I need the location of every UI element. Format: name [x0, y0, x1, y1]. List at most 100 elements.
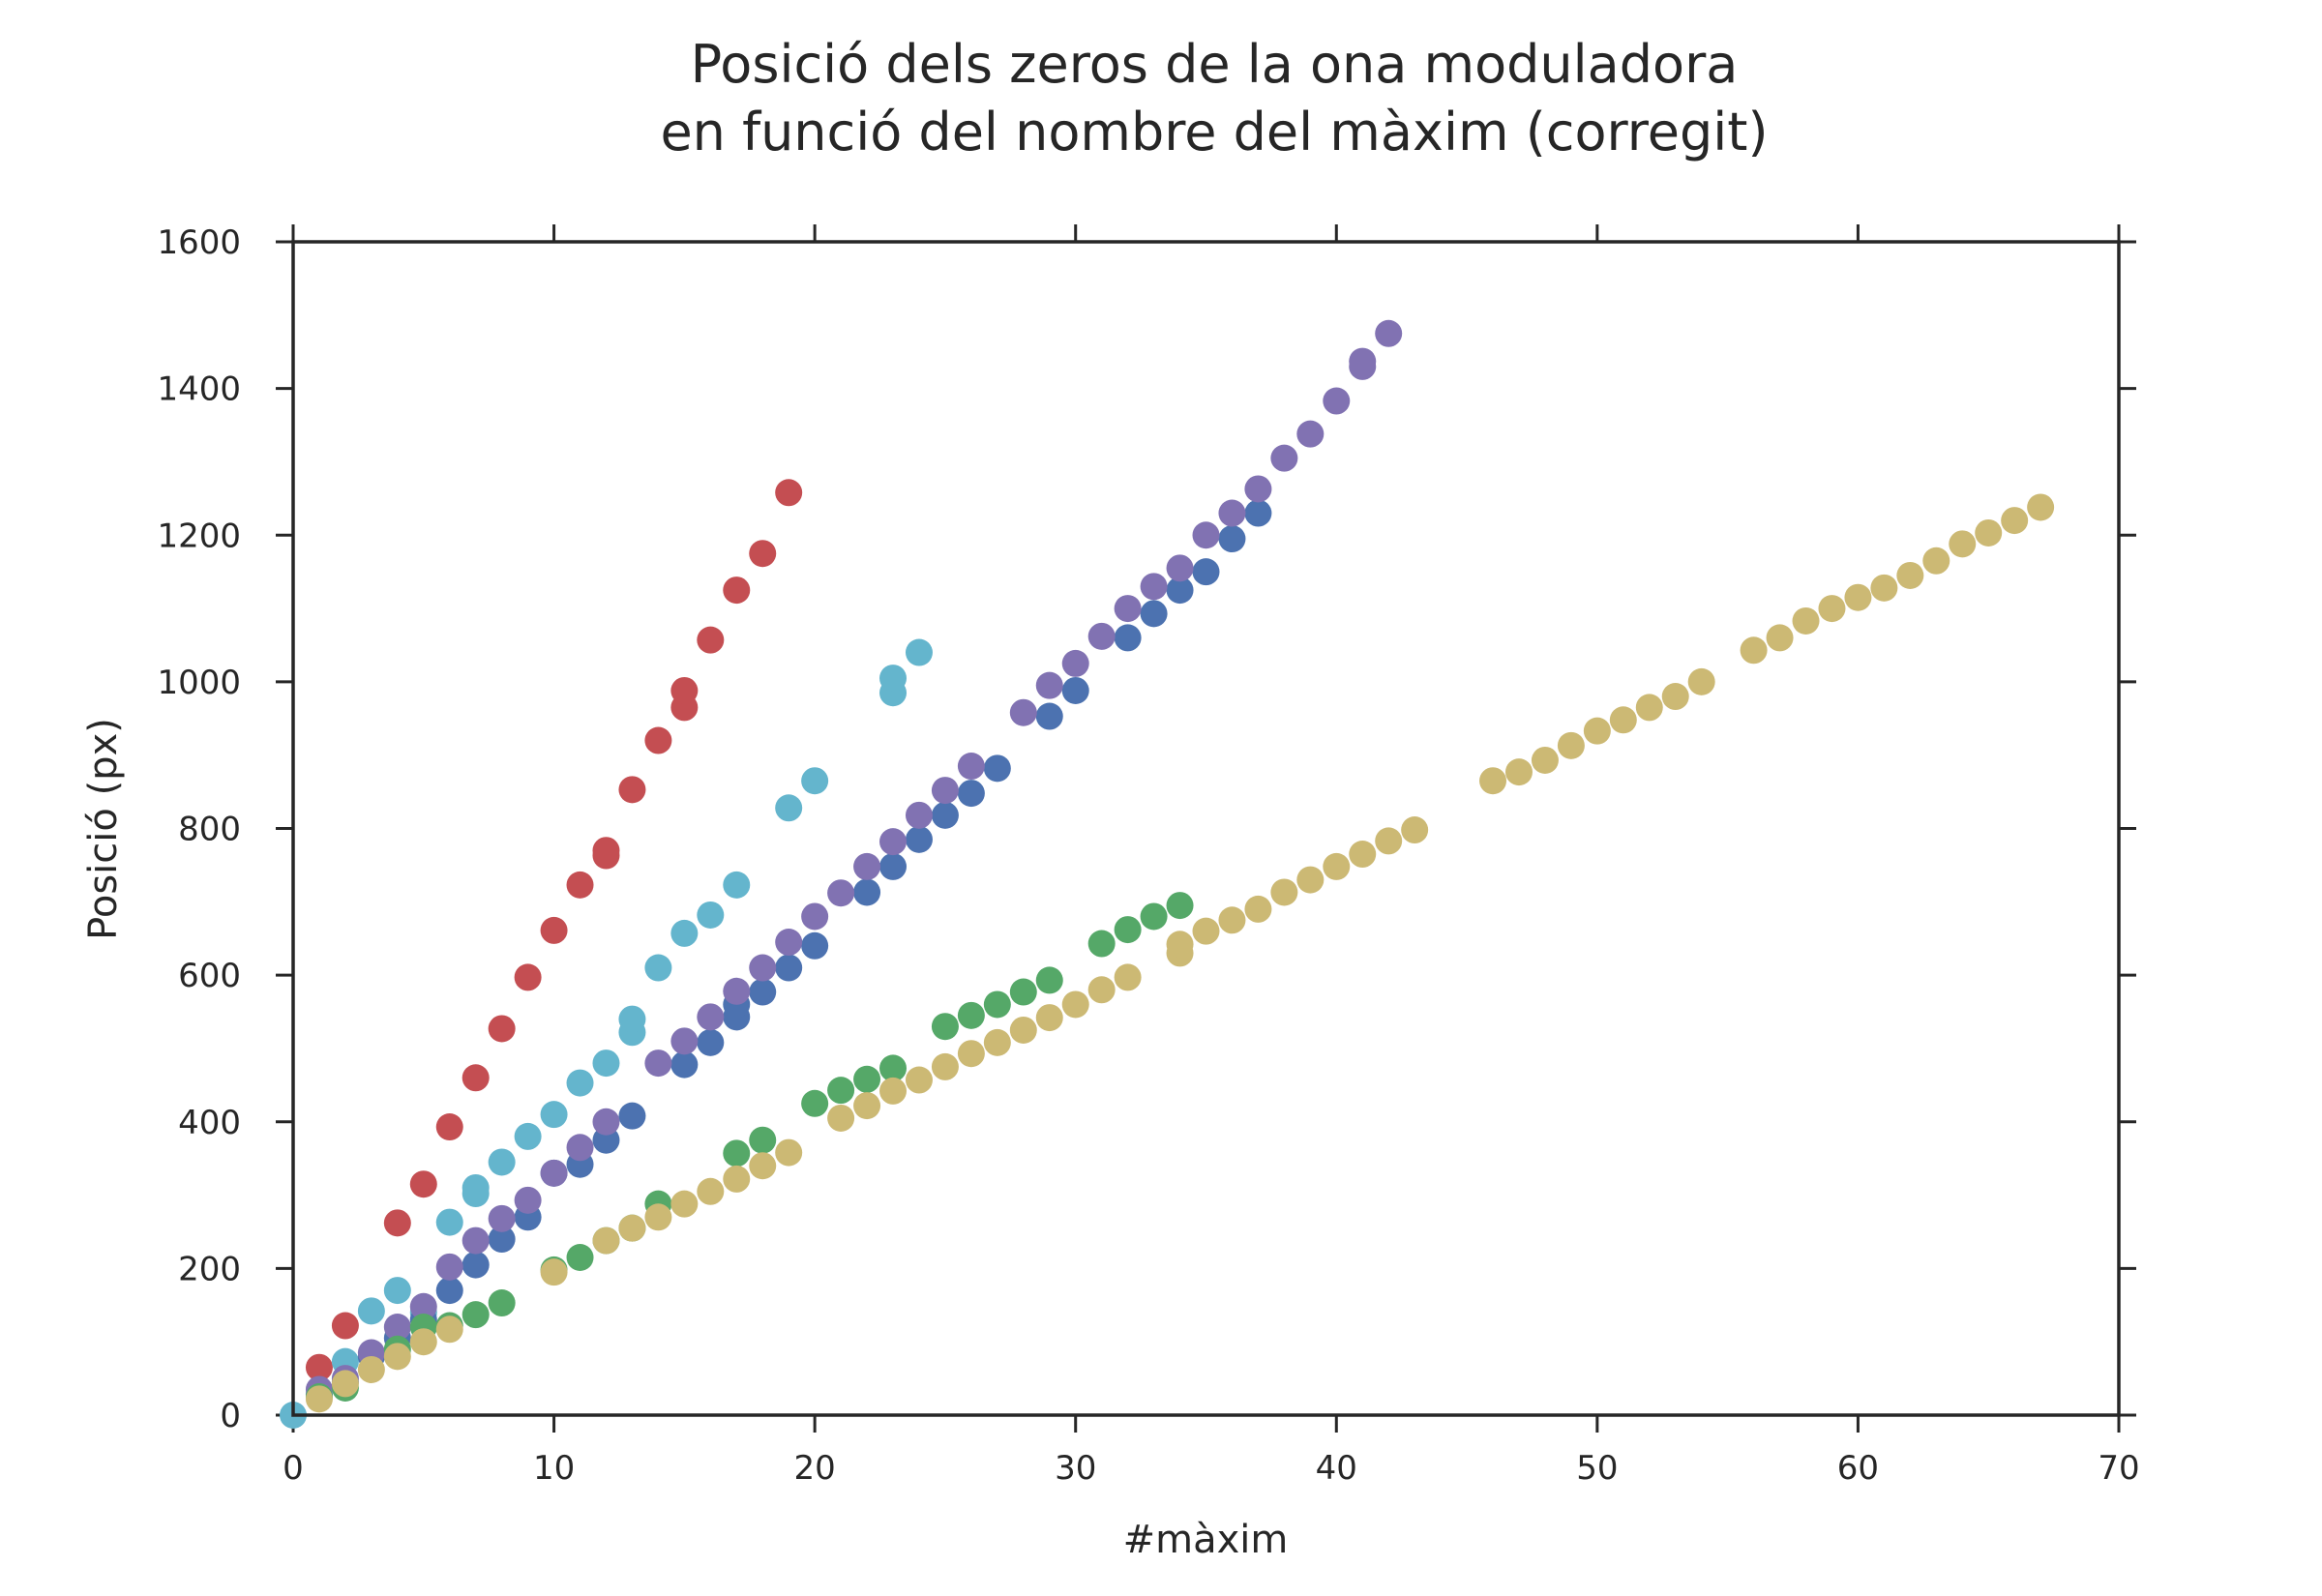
data-point: [644, 954, 672, 982]
data-point: [1244, 475, 1272, 503]
data-point: [1114, 595, 1142, 623]
data-point: [1035, 966, 1063, 994]
data-point: [1140, 902, 1168, 931]
data-point: [1114, 624, 1142, 652]
data-point: [1244, 895, 1272, 923]
data-point: [566, 1134, 594, 1162]
data-point: [775, 954, 803, 982]
data-point: [1609, 706, 1637, 734]
data-point: [775, 479, 803, 507]
data-point: [1296, 420, 1325, 448]
data-point: [1140, 600, 1168, 628]
data-point: [723, 871, 751, 899]
data-point: [592, 1227, 620, 1255]
y-tick-label: 1000: [157, 664, 241, 702]
data-point: [514, 1186, 542, 1214]
data-point: [1792, 606, 1820, 635]
x-tick-label: 50: [1576, 1449, 1618, 1488]
data-point: [1870, 574, 1898, 602]
data-point: [1061, 649, 1089, 677]
data-point: [697, 1028, 725, 1056]
data-point: [827, 1104, 855, 1132]
x-tick-label: 70: [2098, 1449, 2139, 1488]
series-4: [305, 319, 1403, 1404]
data-point: [957, 753, 985, 781]
data-point: [305, 1385, 333, 1413]
data-point: [1166, 576, 1194, 605]
series-2: [280, 638, 933, 1429]
data-point: [1323, 852, 1351, 880]
y-tick-label: 600: [178, 957, 241, 995]
data-point: [879, 852, 908, 880]
x-tick-label: 40: [1316, 1449, 1357, 1488]
data-point: [357, 1297, 385, 1325]
data-point: [1583, 717, 1611, 745]
data-point: [1323, 387, 1351, 415]
data-point: [305, 1353, 333, 1381]
data-point: [488, 1015, 516, 1043]
y-tick-label: 800: [178, 811, 241, 849]
data-point: [879, 665, 908, 693]
data-point: [1375, 319, 1403, 347]
series-1: [305, 479, 803, 1381]
data-point: [383, 1277, 411, 1305]
data-point: [1009, 1016, 1037, 1044]
data-point: [775, 929, 803, 957]
data-point: [905, 825, 933, 853]
data-point: [592, 1049, 620, 1078]
data-point: [1166, 931, 1194, 959]
data-point: [697, 1177, 725, 1205]
data-point: [488, 1289, 516, 1317]
data-point: [1192, 917, 1220, 945]
data-point: [488, 1204, 516, 1232]
data-point: [383, 1314, 411, 1342]
data-point: [749, 954, 777, 982]
data-point: [723, 1139, 751, 1167]
data-point: [514, 1122, 542, 1150]
data-point: [931, 1013, 959, 1041]
data-point: [1557, 731, 1585, 759]
y-tick-label: 400: [178, 1104, 241, 1142]
data-point: [775, 794, 803, 822]
data-point: [1375, 827, 1403, 855]
data-point: [1479, 767, 1507, 795]
data-point: [749, 540, 777, 568]
data-point: [1114, 916, 1142, 944]
data-point: [879, 1077, 908, 1105]
data-point: [488, 1226, 516, 1254]
y-tick-label: 200: [178, 1250, 241, 1288]
data-point: [566, 1244, 594, 1272]
data-point: [1922, 547, 1950, 575]
data-point: [983, 1028, 1011, 1056]
data-point: [1687, 667, 1715, 695]
data-point: [540, 1159, 568, 1187]
axis-ticks: 0 10 20 30 40 50 60 70 0 200 400 600 800 1000 1200 1400…: [157, 223, 2139, 1488]
data-point: [461, 1173, 490, 1201]
data-point: [905, 801, 933, 829]
data-point: [1218, 499, 1246, 527]
data-point: [670, 919, 699, 947]
data-point: [1087, 930, 1116, 958]
data-point: [1035, 702, 1063, 730]
y-tick-label: 1600: [157, 223, 241, 262]
y-axis-label: Posició (px): [81, 718, 126, 940]
data-point: [1349, 347, 1377, 375]
data-point: [957, 780, 985, 808]
y-tick-label: 1400: [157, 370, 241, 409]
data-point: [592, 837, 620, 865]
data-point: [670, 1050, 699, 1079]
data-point: [435, 1315, 463, 1344]
data-point: [331, 1370, 359, 1398]
data-point: [801, 1089, 829, 1117]
data-point: [1087, 622, 1116, 650]
data-point: [879, 828, 908, 856]
data-point: [566, 871, 594, 899]
data-point: [1818, 595, 1846, 623]
data-point: [1504, 758, 1533, 786]
data-point: [618, 1214, 646, 1242]
data-point: [409, 1170, 437, 1198]
data-point: [435, 1113, 463, 1141]
data-point: [670, 1190, 699, 1218]
data-point: [461, 1227, 490, 1255]
